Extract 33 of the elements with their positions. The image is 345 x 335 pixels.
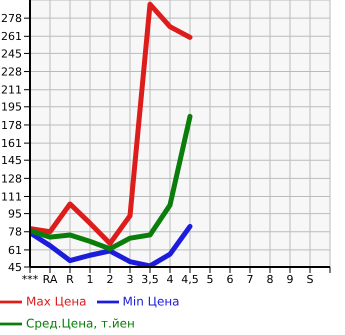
- x-tick-label: 3,5: [141, 272, 159, 286]
- legend-label: Max Цена: [26, 294, 87, 308]
- x-tick-label: 7: [246, 272, 254, 286]
- y-tick-label: 111: [1, 190, 22, 204]
- x-tick-label: 9: [286, 272, 294, 286]
- y-tick-label: 128: [1, 172, 22, 186]
- y-tick-label: 195: [1, 100, 22, 114]
- y-tick-label: 278: [1, 12, 22, 26]
- y-tick-label: 95: [8, 208, 22, 221]
- y-tick-label: 45: [8, 260, 22, 274]
- x-tick-label: 4: [166, 272, 174, 286]
- x-tick-label: 5: [206, 272, 214, 286]
- x-tick-label: R: [66, 272, 74, 286]
- y-tick-label: 211: [1, 84, 22, 97]
- y-tick-label: 245: [1, 47, 22, 60]
- y-tick-label: 161: [1, 137, 22, 150]
- y-tick-label: 78: [8, 226, 22, 239]
- y-tick-label: 61: [8, 244, 22, 257]
- x-tick-label: 6: [226, 272, 234, 286]
- x-tick-label: RA: [42, 272, 58, 286]
- x-tick-label: 1: [86, 272, 94, 286]
- y-tick-label: 145: [1, 154, 22, 168]
- x-tick-label: 4,5: [181, 272, 199, 286]
- x-tick-label: 2: [106, 272, 114, 286]
- y-tick-label: 228: [1, 65, 22, 78]
- x-tick-label: 3: [126, 272, 134, 286]
- y-tick-label: 261: [1, 30, 22, 44]
- legend-label: Сред.Цена, т.йен: [26, 316, 135, 330]
- x-tick-label: ***: [22, 272, 39, 286]
- legend-label: Min Цена: [122, 294, 180, 308]
- x-tick-label: S: [306, 272, 314, 286]
- y-tick-label: 178: [1, 118, 22, 132]
- x-tick-label: 8: [266, 272, 274, 286]
